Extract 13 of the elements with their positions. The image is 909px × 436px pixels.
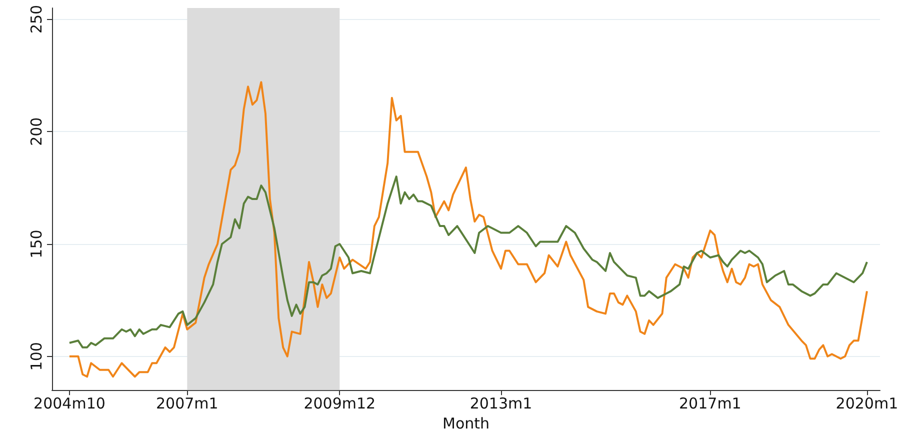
y-tick-label: 150 <box>28 230 46 258</box>
y-tick-label: 100 <box>28 342 46 371</box>
x-tick-label: 2020m1 <box>836 394 898 413</box>
line-series <box>68 81 868 378</box>
x-axis-title: Month <box>442 414 490 432</box>
x-tick-label: 2004m10 <box>34 394 106 413</box>
x-tick-label: 2007m1 <box>156 394 218 413</box>
x-tick-label: 2017m1 <box>679 394 742 413</box>
x-tick-label: 2013m1 <box>470 394 532 413</box>
y-tick-label: 250 <box>28 4 46 34</box>
y-tick-label: 200 <box>28 117 46 146</box>
line-series <box>68 176 868 348</box>
x-tick-label: 2009m12 <box>304 394 376 413</box>
